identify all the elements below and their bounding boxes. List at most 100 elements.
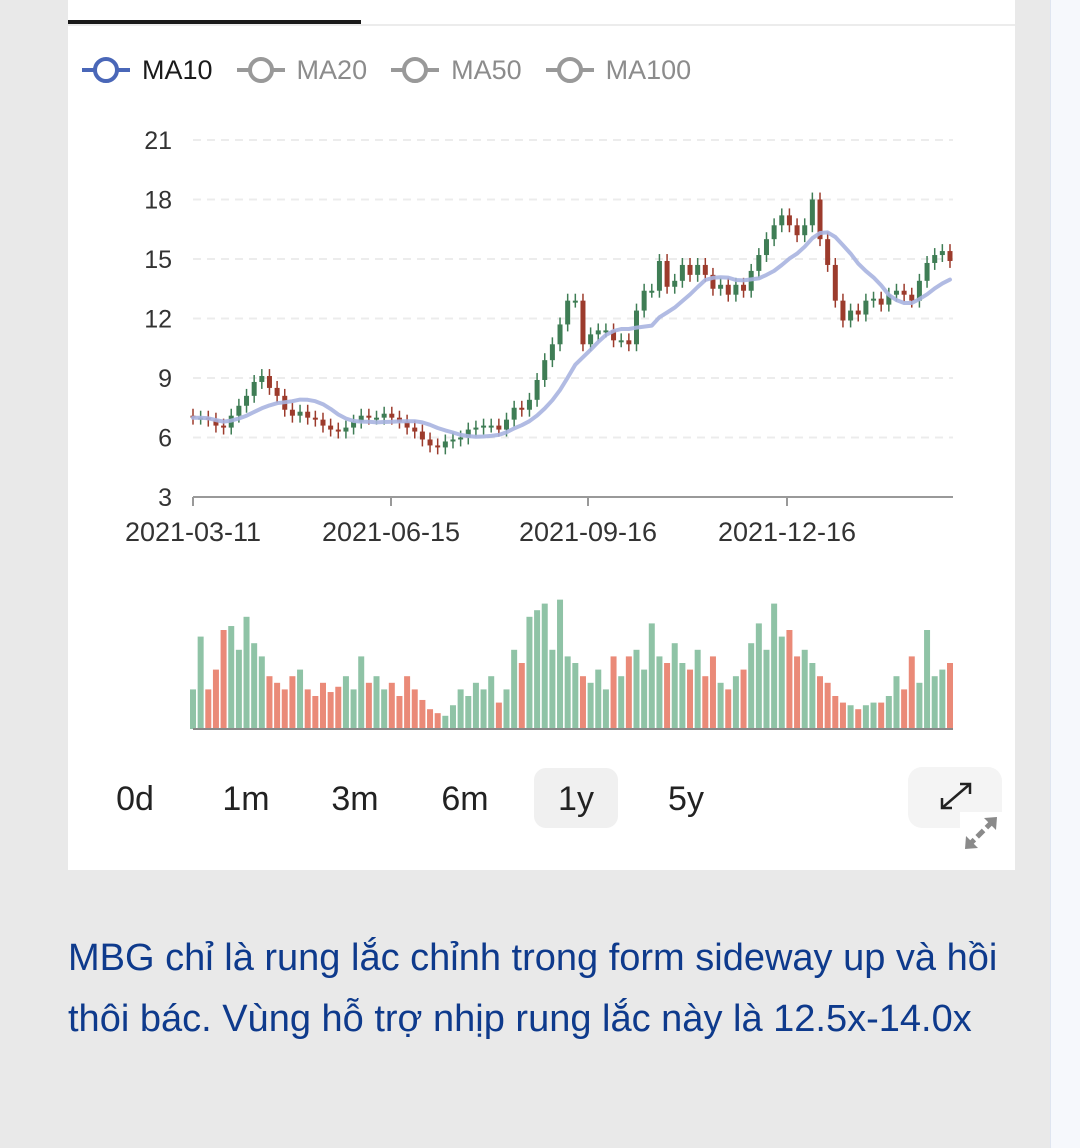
candle-body [297,411,303,416]
y-tick-label: 15 [144,246,172,274]
x-tick-label: 2021-12-16 [718,517,856,547]
volume-bar [358,656,365,729]
volume-bar [205,689,212,729]
volume-bar [824,682,831,729]
candle-body [916,280,922,301]
legend-line-circle-icon [391,57,440,83]
volume-bar [534,610,541,729]
candle-body [266,376,272,388]
candle-body [618,340,624,343]
volume-bar [709,656,716,729]
candle-body [947,251,953,261]
candle-body [611,330,617,341]
legend-label: MA10 [142,54,213,85]
volume-bar [847,705,854,729]
candle-body [725,284,731,295]
legend-label: MA100 [605,54,692,85]
volume-bar [396,696,403,729]
volume-bar [541,603,548,729]
candle-body [221,425,227,428]
volume-bar [388,682,395,729]
candle-body [924,262,930,281]
candle-body [817,199,823,240]
volume-bar [335,686,342,729]
legend-item-ma100[interactable]: MA100 [544,54,692,86]
candle-body [458,437,464,440]
volume-bar [664,663,671,729]
volume-bar [549,649,556,729]
candle-body [626,340,632,345]
range-button-1m[interactable]: 1m [222,780,270,818]
range-button-1y[interactable]: 1y [534,768,618,828]
candle-body [802,225,808,236]
volume-bar [427,709,434,729]
volume-bar [434,713,441,729]
candle-body [664,260,670,287]
volume-bar [748,643,755,729]
volume-bar [931,676,938,729]
volume-bar [901,689,908,729]
volume-bar [312,696,319,729]
candle-body [251,381,257,396]
volume-bar [404,676,411,729]
candle-body [695,264,701,275]
volume-bar [243,616,250,729]
expand-diagonal-arrows-icon [940,782,972,810]
volume-bar [319,682,326,729]
y-tick-label: 3 [158,484,172,512]
volume-bar [297,669,304,729]
candle-body [496,425,502,430]
candle-body [794,225,800,236]
legend-item-ma10[interactable]: MA10 [80,55,213,86]
candle-body [511,407,517,420]
volume-bar [350,689,357,729]
volume-bar [794,656,801,729]
range-button-6m[interactable]: 6m [441,780,489,818]
volume-bar [251,643,258,729]
fullscreen-button[interactable] [960,812,1002,854]
candle-body [244,395,250,406]
range-button-3m[interactable]: 3m [331,780,379,818]
candle-body [718,284,724,289]
volume-bar [190,689,196,729]
volume-bar [633,649,640,729]
legend-item-ma50[interactable]: MA50 [389,55,522,86]
range-button-5y[interactable]: 5y [668,780,704,818]
volume-bar [373,676,380,729]
volume-bar [495,702,502,729]
legend-line-circle-icon [236,57,285,83]
y-tick-label: 9 [158,365,172,393]
candle-body [435,445,441,448]
y-tick-label: 18 [144,187,172,215]
volume-bar [893,676,900,729]
candle-body [641,290,647,311]
candle-body [328,425,334,430]
candle-body [580,300,586,345]
candle-body [756,255,762,271]
candle-body [289,409,295,416]
volume-bar [679,663,686,729]
candle-body [519,407,525,410]
volume-bar [641,669,648,729]
range-button-0d[interactable]: 0d [116,780,154,818]
volume-bar [832,696,839,729]
volume-bar [855,709,862,729]
volume-bar [365,682,372,729]
volume-bar [449,705,456,729]
volume-bar [274,682,281,729]
candle-body [656,260,662,291]
candle-body [786,215,792,226]
candle-body [763,239,769,256]
candle-body [848,310,854,321]
volume-bar [725,689,732,729]
volume-bar [564,656,571,729]
candle-body [901,290,907,295]
volume-bar [579,676,586,729]
candle-body [305,411,311,418]
volume-bar [197,636,204,729]
volume-bar [602,689,609,729]
candle-body [473,427,479,430]
candle-body [419,431,425,440]
volume-bar [732,676,739,729]
legend-item-ma20[interactable]: MA20 [235,55,367,86]
